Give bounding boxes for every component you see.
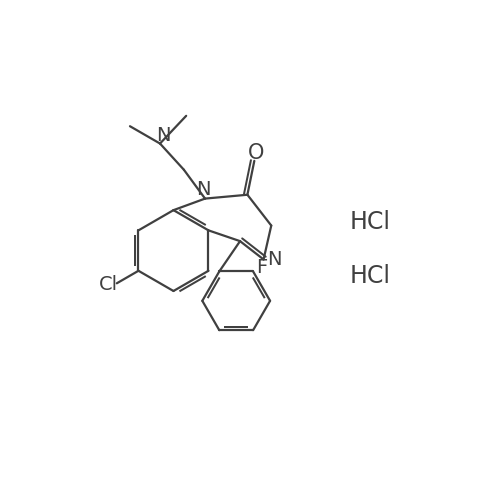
- Text: N: N: [196, 180, 211, 199]
- Text: N: N: [156, 126, 170, 144]
- Text: F: F: [256, 258, 267, 277]
- Text: HCl: HCl: [350, 210, 391, 234]
- Text: N: N: [267, 250, 281, 269]
- Text: HCl: HCl: [350, 264, 391, 287]
- Text: Cl: Cl: [99, 276, 118, 294]
- Text: O: O: [248, 143, 264, 163]
